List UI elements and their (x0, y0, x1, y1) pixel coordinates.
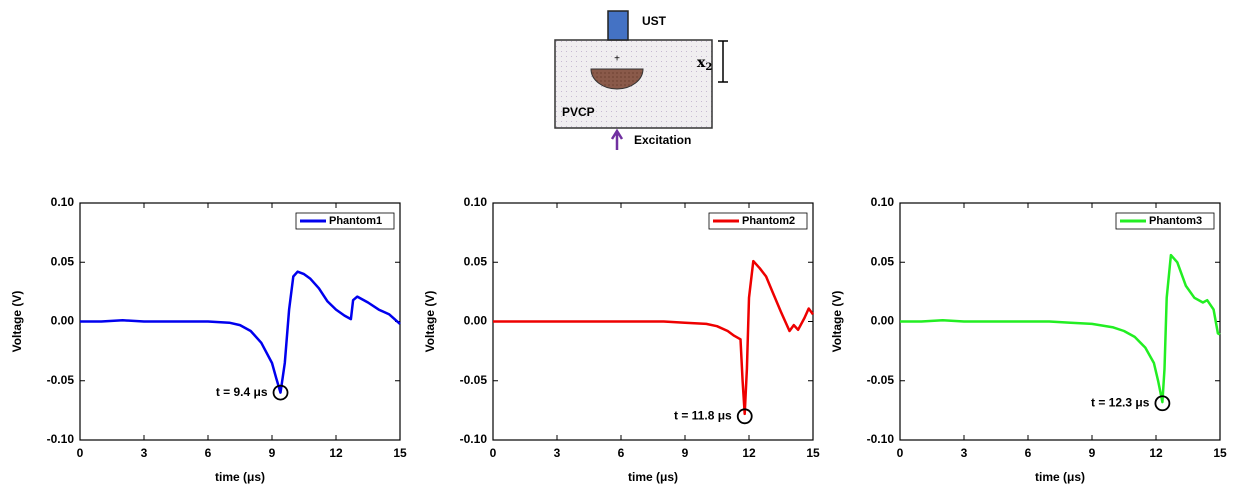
center-mark: + (614, 54, 620, 65)
x-tick-label: 6 (618, 446, 625, 460)
x-tick-label: 9 (1089, 446, 1096, 460)
depth-label: x2 (697, 55, 712, 73)
y-tick-label: -0.05 (867, 373, 895, 387)
transducer-label: UST (642, 14, 667, 28)
depth-symbol: x (697, 55, 706, 71)
legend-label: Phantom2 (742, 215, 795, 227)
y-tick-label: -0.10 (867, 432, 895, 446)
legend-box (708, 212, 808, 230)
data-line (493, 259, 815, 416)
x-tick-label: 0 (77, 446, 84, 460)
data-line (80, 270, 401, 394)
excitation-label: Excitation (634, 133, 691, 147)
y-tick-label: -0.05 (47, 373, 75, 387)
x-tick-label: 3 (961, 446, 968, 460)
legend-box (295, 212, 395, 230)
depth-bracket (718, 40, 728, 83)
y-tick-label: 0.05 (464, 254, 488, 268)
annotation-label: t = 11.8 μs (674, 408, 732, 422)
transducer (607, 10, 629, 41)
y-tick-label: 0.00 (464, 314, 488, 328)
x-axis-label: time (μs) (1035, 470, 1085, 484)
excitation-arrow (610, 128, 624, 150)
y-tick-label: 0.05 (871, 254, 895, 268)
data-line (900, 253, 1221, 404)
annotation-marker (1154, 395, 1171, 412)
x-tick-label: 9 (682, 446, 689, 460)
x-tick-label: 12 (742, 446, 756, 460)
x-tick-label: 6 (205, 446, 212, 460)
x-axis-label: time (μs) (215, 470, 265, 484)
y-axis-label: Voltage (V) (830, 291, 844, 353)
x-tick-label: 3 (141, 446, 148, 460)
chart: -0.10 -0.05 0.00 0.05 0.10 0 3 6 9 12 15 time (μs) V… (10, 195, 407, 484)
legend-box (1115, 212, 1215, 230)
x-tick-label: 15 (1213, 446, 1227, 460)
y-tick-label: 0.10 (51, 195, 75, 209)
y-tick-label: 0.00 (51, 314, 75, 328)
x-tick-label: 0 (490, 446, 497, 460)
y-tick-label: -0.10 (47, 432, 75, 446)
annotation-marker (736, 408, 753, 425)
inclusion (590, 68, 644, 90)
x-tick-label: 15 (393, 446, 407, 460)
x-tick-label: 3 (554, 446, 561, 460)
y-axis-label: Voltage (V) (423, 291, 437, 353)
legend-label: Phantom1 (329, 215, 382, 227)
y-axis-label: Voltage (V) (10, 291, 24, 353)
y-tick-label: 0.10 (464, 195, 488, 209)
chart: -0.10 -0.05 0.00 0.05 0.10 0 3 6 9 12 15 time (μs) V… (830, 195, 1227, 484)
x-tick-label: 6 (1025, 446, 1032, 460)
x-tick-label: 12 (1149, 446, 1163, 460)
legend-label: Phantom3 (1149, 215, 1202, 227)
y-tick-label: 0.05 (51, 254, 75, 268)
x-tick-label: 12 (329, 446, 343, 460)
annotation-marker (272, 384, 289, 401)
depth-subscript: 2 (705, 62, 712, 73)
y-tick-label: 0.00 (871, 314, 895, 328)
x-tick-label: 15 (806, 446, 820, 460)
x-tick-label: 0 (897, 446, 904, 460)
chart: -0.10 -0.05 0.00 0.05 0.10 0 3 6 9 12 15 time (μs) V… (423, 195, 820, 484)
x-axis-label: time (μs) (628, 470, 678, 484)
annotation-label: t = 12.3 μs (1091, 395, 1150, 409)
medium-label: PVCP (562, 105, 595, 119)
annotation-label: t = 9.4 μs (216, 385, 268, 399)
y-tick-label: -0.10 (460, 432, 488, 446)
y-tick-label: -0.05 (460, 373, 488, 387)
y-tick-label: 0.10 (871, 195, 895, 209)
setup-diagram: + x2 UST PVCP Excitation (554, 10, 728, 150)
x-tick-label: 9 (269, 446, 276, 460)
